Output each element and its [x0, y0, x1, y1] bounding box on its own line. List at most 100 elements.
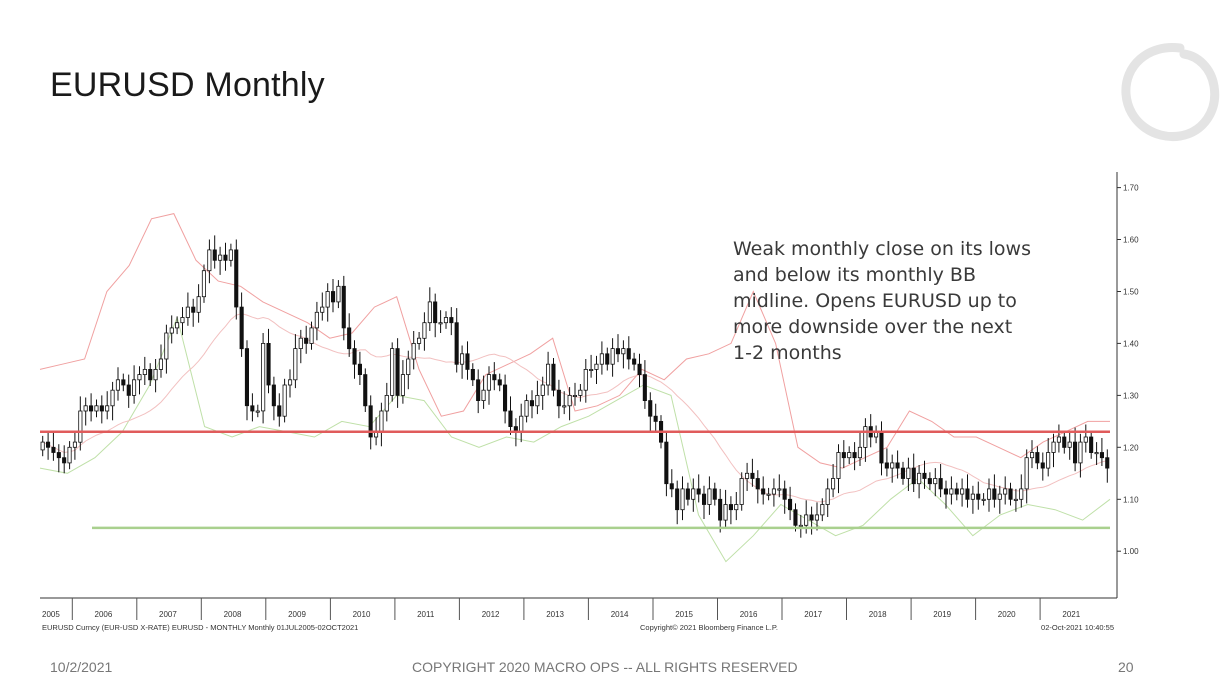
candle [911, 453, 916, 492]
candle [648, 392, 653, 431]
candle [1083, 424, 1088, 453]
candle [669, 469, 674, 498]
candle [83, 397, 88, 426]
candle [454, 308, 459, 373]
candle [777, 474, 782, 498]
candle [750, 458, 755, 487]
candle [1078, 433, 1083, 478]
candle [309, 321, 314, 350]
chart-caption-center: Copyright© 2021 Bloomberg Finance L.P. [640, 623, 778, 632]
candle [938, 464, 943, 498]
candle [675, 480, 680, 525]
candle [960, 478, 965, 507]
candle [831, 464, 836, 498]
candle [1019, 474, 1024, 508]
candle [384, 382, 389, 422]
candle [271, 376, 276, 421]
candle [352, 340, 357, 379]
candle [529, 390, 534, 419]
candle [62, 445, 67, 474]
candle [1099, 438, 1105, 466]
y-tick-label: 1.10 [1123, 495, 1139, 504]
candle [976, 481, 981, 510]
candle [755, 470, 760, 504]
candle [99, 395, 104, 424]
x-tick-label: 2010 [353, 610, 371, 619]
candle [261, 333, 266, 424]
x-tick-label: 2021 [1062, 610, 1080, 619]
candle [1056, 424, 1062, 453]
candle [121, 373, 126, 392]
candle [449, 307, 454, 336]
candle [481, 375, 486, 409]
candle [314, 301, 319, 341]
candle [632, 352, 637, 371]
candle [406, 350, 411, 390]
candle [443, 311, 448, 329]
candle [825, 478, 830, 517]
candle [169, 315, 174, 344]
candle [594, 355, 599, 384]
candle [465, 341, 470, 380]
x-tick-label: 2012 [482, 610, 500, 619]
candle [218, 246, 223, 275]
candle [1051, 433, 1056, 468]
candle [1024, 449, 1029, 504]
candle [943, 480, 948, 509]
candle [223, 242, 228, 271]
candle [933, 468, 938, 497]
candle [987, 478, 992, 512]
candle [126, 374, 131, 408]
horizontal-levels [40, 430, 1110, 530]
candle [320, 292, 325, 321]
candle [115, 367, 121, 401]
y-tick-label: 1.60 [1123, 236, 1139, 245]
x-axis-ticks: 2005 2006 2007 2008 2009 2010 2011 2012 2013 2014… [42, 598, 1081, 620]
candle [158, 344, 164, 378]
candle [847, 446, 852, 464]
candle [809, 506, 814, 535]
candle [890, 454, 895, 483]
x-tick-label: 2014 [611, 610, 629, 619]
candle [578, 384, 583, 402]
candle [180, 307, 185, 336]
chart-caption-left: EURUSD Curncy (EUR-USD X-RATE) EURUSD - … [42, 623, 358, 632]
candle [949, 476, 954, 505]
candle [970, 485, 975, 514]
chart-caption-right: 02-Oct-2021 10:40:55 [1041, 623, 1114, 632]
candle [89, 393, 94, 422]
candle [476, 369, 481, 414]
candle [567, 387, 572, 421]
x-tick-label: 2005 [42, 610, 60, 619]
y-tick-label: 1.30 [1123, 391, 1139, 400]
candle [1030, 440, 1035, 469]
candle [196, 284, 201, 323]
candle [814, 502, 819, 531]
candle [642, 360, 647, 409]
candle [433, 293, 438, 338]
annotation-line: and below its monthly BB [733, 264, 976, 286]
candle [857, 432, 862, 466]
candle [519, 403, 524, 443]
candle [395, 338, 400, 408]
x-tick-label: 2015 [675, 610, 693, 619]
candle [841, 440, 846, 469]
x-tick-label: 2006 [95, 610, 113, 619]
y-tick-label: 1.50 [1123, 288, 1139, 297]
candle [879, 421, 884, 476]
candle [1035, 446, 1040, 470]
candle [341, 275, 346, 341]
candle [379, 402, 384, 447]
candle [105, 391, 110, 420]
annotation-line: more downside over the next [733, 316, 1012, 338]
page-number: 20 [1118, 659, 1134, 675]
candle [551, 358, 556, 397]
candle [185, 292, 190, 326]
candle [589, 354, 594, 378]
candle [293, 334, 298, 389]
candle [965, 474, 970, 508]
candle [368, 395, 373, 450]
candle [164, 324, 169, 374]
candle [615, 334, 620, 363]
candle [605, 347, 610, 371]
